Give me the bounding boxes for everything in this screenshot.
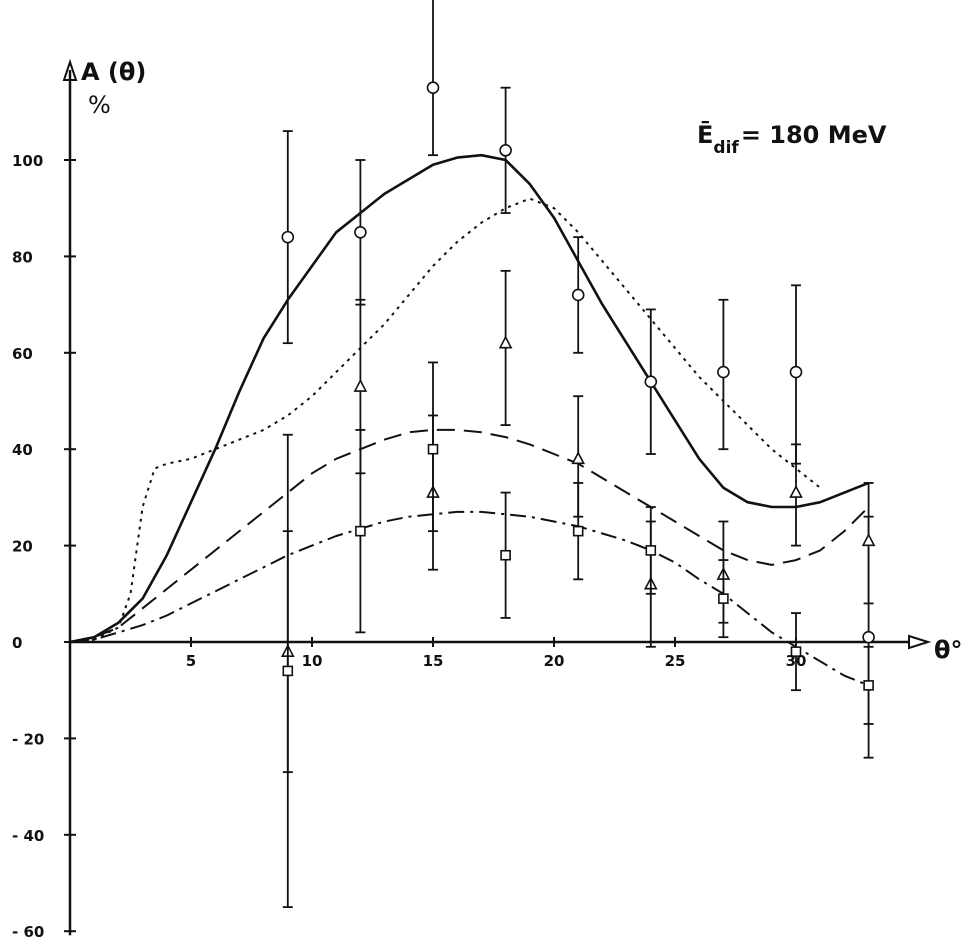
axes: [62, 58, 932, 936]
x-axis-label: θ°: [934, 636, 963, 664]
energy-value: = 180 MeV: [741, 121, 887, 149]
energy-subscript: dif: [713, 138, 739, 158]
x-axis-arrow: [908, 634, 932, 650]
y-axis-unit: %: [88, 91, 111, 119]
x-tick-label: 5: [186, 652, 196, 670]
y-tick-label: - 20: [12, 730, 44, 748]
data-points: [280, 0, 876, 908]
y-tick-label: 40: [12, 441, 33, 459]
circle-point: [499, 144, 512, 157]
circle-point: [789, 365, 803, 379]
x-tick-label: 25: [665, 652, 686, 670]
x-tick-label: 20: [544, 652, 565, 670]
y-tick-label: - 60: [12, 923, 44, 937]
triangle-point: [571, 451, 586, 465]
y-tick-label: 80: [12, 248, 33, 266]
y-tick-label: 0: [12, 634, 22, 652]
square-point: [355, 525, 366, 537]
curve-dashed: [69, 428, 870, 643]
triangle-point: [789, 484, 803, 498]
square-point: [282, 665, 294, 677]
square-point: [572, 525, 584, 537]
y-tick-label: 60: [12, 345, 33, 363]
circle-point: [426, 81, 440, 94]
square-point: [645, 545, 657, 556]
triangle-point: [861, 533, 876, 547]
square-point: [500, 549, 511, 561]
triangle-point: [353, 378, 368, 392]
x-tick-label: 30: [786, 652, 807, 670]
x-tick-label: 10: [302, 652, 323, 670]
y-axis-arrow: [62, 58, 78, 81]
energy-annotation: Ēdif= 180 MeV: [697, 120, 887, 158]
circle-point: [644, 375, 658, 389]
circle-point: [354, 226, 367, 239]
y-axis-label: A (θ): [81, 58, 146, 86]
square-point: [863, 680, 874, 691]
energy-symbol: Ē: [697, 120, 713, 149]
x-tick-label: 15: [423, 652, 444, 670]
circle-point: [862, 630, 875, 644]
circle-point: [281, 230, 295, 244]
y-tick-label: 100: [12, 152, 43, 170]
y-tick-label: 20: [12, 538, 33, 556]
square-point: [718, 593, 729, 604]
circle-point: [717, 365, 730, 379]
tick-labels: 5 10 15 20 25 30 100 80 60 40 20 0 - 20 - 40 - 60: [12, 152, 806, 937]
triangle-point: [498, 335, 513, 349]
curve-dotted: [69, 197, 821, 643]
square-point: [790, 646, 802, 657]
y-tick-label: - 40: [12, 827, 44, 845]
square-point: [427, 443, 439, 455]
circle-point: [571, 288, 585, 302]
theory-curves: [69, 153, 870, 687]
curve-solid: [69, 153, 870, 644]
